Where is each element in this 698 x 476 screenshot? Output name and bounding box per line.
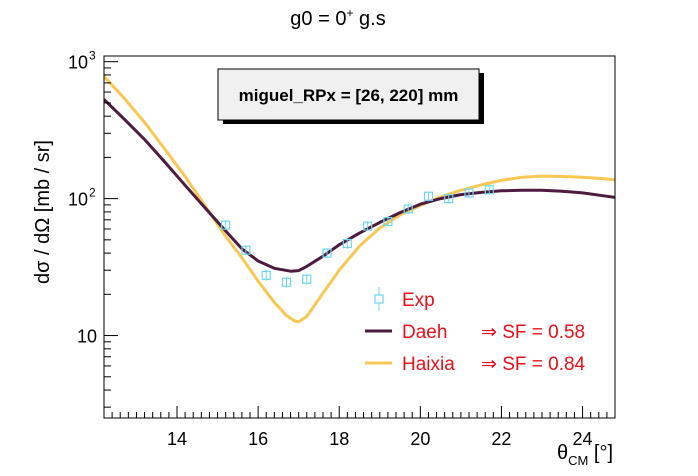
data-point: [484, 185, 494, 195]
legend-sf-daeh: ⇒ SF = 0.58: [481, 322, 585, 343]
data-point: [363, 221, 373, 231]
data-point: [444, 194, 454, 204]
x-tick-label: 14: [167, 429, 187, 449]
x-tick-label: 24: [573, 429, 593, 449]
legend-label-daeh: Daeh: [402, 322, 447, 343]
x-tick-label: 18: [329, 429, 349, 449]
data-point: [281, 277, 292, 287]
data-point: [261, 270, 271, 280]
y-tick-label: 10: [68, 190, 88, 210]
legend-label-haixia: Haixia: [402, 354, 455, 375]
x-tick-label: 16: [248, 429, 268, 449]
data-point: [423, 191, 434, 201]
chart-title: g0 = 0+ g.s: [290, 6, 385, 30]
series-line-haixia: [104, 75, 615, 324]
data-point: [464, 188, 474, 198]
annotation-text: miguel_RPx = [26, 220] mm: [239, 86, 459, 105]
legend-marker-exp: [374, 294, 384, 304]
annotation-box: miguel_RPx = [26, 220] mm: [217, 68, 484, 124]
series-layer: [104, 75, 615, 324]
series-line-daeh: [104, 98, 615, 273]
legend: Exp Daeh ⇒ SF = 0.58 Haixia ⇒ SF = 0.84: [365, 287, 586, 375]
x-tick-label: 20: [410, 429, 430, 449]
y-tick-exponent: 3: [89, 49, 96, 63]
x-axis: 14 16 18 20 22 24: [103, 406, 616, 449]
y-axis-label: dσ / dΩ [mb / sr]: [32, 140, 54, 284]
y-tick-label: 10: [68, 53, 88, 73]
y-tick-exponent: 2: [89, 186, 96, 200]
data-point: [342, 238, 352, 249]
y-tick-label: 10: [77, 327, 97, 347]
plot-frame: [103, 55, 616, 419]
data-point: [221, 220, 231, 230]
data-point: [383, 216, 393, 227]
data-point: [322, 248, 332, 258]
data-point: [403, 204, 413, 214]
data-point: [302, 274, 312, 284]
legend-label-exp: Exp: [402, 290, 435, 311]
x-axis-label: θCM [°]: [557, 442, 613, 468]
annotation-box-body: [217, 68, 480, 121]
legend-sf-haixia: ⇒ SF = 0.84: [481, 354, 586, 375]
data-point: [241, 245, 251, 255]
x-tick-label: 22: [491, 429, 511, 449]
